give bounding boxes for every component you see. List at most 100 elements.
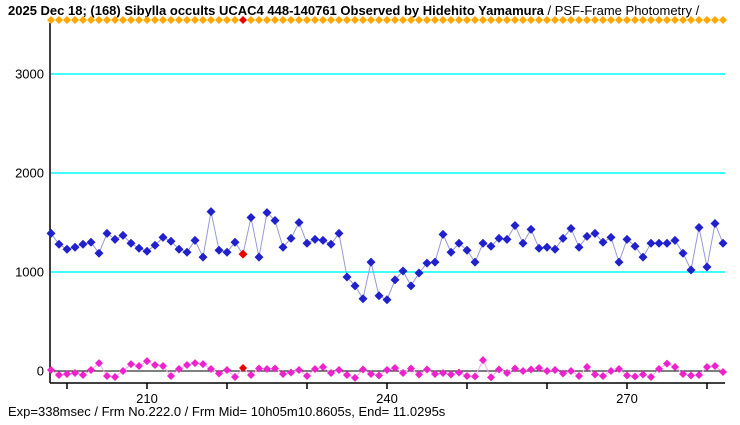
frame-marker [695, 16, 703, 24]
background-level-point [711, 362, 719, 371]
x-tick-label-210: 210 [136, 391, 158, 406]
target-intensity-point [382, 295, 392, 305]
frame-marker [543, 16, 551, 24]
background-level-point [535, 364, 543, 373]
background-level-point [551, 366, 559, 375]
background-level-point [199, 360, 207, 369]
frame-marker [447, 16, 455, 24]
frame-marker [407, 16, 415, 24]
target-intensity-point [150, 240, 160, 250]
background-level-point [95, 359, 103, 368]
background-level-current-point [239, 364, 247, 373]
frame-marker [479, 16, 487, 24]
frame-marker [287, 16, 295, 24]
frame-marker [631, 16, 639, 24]
frame-marker [247, 16, 255, 24]
target-intensity-point [582, 231, 592, 241]
background-level-point [479, 356, 487, 365]
frame-marker [391, 16, 399, 24]
target-intensity-point [206, 207, 216, 217]
background-level-point [135, 362, 143, 371]
background-level-point [351, 373, 359, 382]
frame-marker [263, 16, 271, 24]
target-intensity-point [54, 239, 64, 249]
target-intensity-point [550, 244, 560, 254]
frame-marker [439, 16, 447, 24]
target-intensity-point [430, 257, 440, 267]
frame-marker [567, 16, 575, 24]
frame-marker [119, 16, 127, 24]
background-level-point [367, 369, 375, 378]
target-intensity-point [598, 237, 608, 247]
frame-marker [71, 16, 79, 24]
frame-marker [463, 16, 471, 24]
target-intensity-point [510, 220, 520, 230]
target-intensity-point [518, 238, 528, 248]
frame-marker [127, 16, 135, 24]
background-level-point [407, 364, 415, 373]
frame-marker [183, 16, 191, 24]
target-intensity-point [654, 238, 664, 248]
frame-marker [255, 16, 263, 24]
background-level-point [439, 368, 447, 377]
target-intensity-point [270, 216, 280, 226]
background-level-point [263, 365, 271, 374]
background-level-point [303, 371, 311, 380]
target-intensity-point [590, 228, 600, 238]
target-intensity-point [566, 223, 576, 233]
background-level-point [359, 365, 367, 374]
frame-marker [575, 16, 583, 24]
background-level-point [575, 371, 583, 380]
target-intensity-point [678, 248, 688, 258]
background-level-point [511, 364, 519, 373]
frame-marker [455, 16, 463, 24]
frame-marker [207, 16, 215, 24]
frame-marker [335, 16, 343, 24]
target-intensity-point [110, 234, 120, 244]
plot-area[interactable] [50, 25, 725, 383]
target-intensity-point [118, 230, 128, 240]
background-level-point [631, 372, 639, 381]
background-level-point [463, 371, 471, 380]
background-level-point [87, 366, 95, 375]
target-intensity-point [646, 238, 656, 248]
frame-marker [703, 16, 711, 24]
target-intensity-point [350, 281, 360, 291]
target-intensity-point [254, 252, 264, 262]
target-intensity-point [278, 242, 288, 252]
frame-marker [175, 16, 183, 24]
target-intensity-point [622, 234, 632, 244]
frame-marker [423, 16, 431, 24]
frame-marker [719, 16, 727, 24]
frame-marker [639, 16, 647, 24]
target-intensity-point [302, 238, 312, 248]
background-level-point [279, 369, 287, 378]
target-intensity-point [198, 252, 208, 262]
target-intensity-point [494, 233, 504, 243]
frame-marker [167, 16, 175, 24]
background-level-point [47, 366, 55, 375]
background-level-point [599, 371, 607, 380]
target-intensity-point [574, 242, 584, 252]
target-intensity-point [358, 294, 368, 304]
frame-marker [671, 16, 679, 24]
frame-marker [623, 16, 631, 24]
frame-marker [231, 16, 239, 24]
frame-marker [655, 16, 663, 24]
background-level-point [295, 366, 303, 375]
target-intensity-point [246, 213, 256, 223]
frame-marker [527, 16, 535, 24]
target-intensity-point [126, 238, 136, 248]
target-intensity-point [558, 233, 568, 243]
frame-marker [159, 16, 167, 24]
frame-marker [367, 16, 375, 24]
background-level-point [127, 360, 135, 369]
background-level-point [615, 365, 623, 374]
frame-marker [295, 16, 303, 24]
target-intensity-point [454, 238, 464, 248]
frame-marker [87, 16, 95, 24]
target-intensity-point [534, 243, 544, 253]
background-level-point [455, 368, 463, 377]
y-tick-label-3000: 3000 [15, 67, 44, 82]
